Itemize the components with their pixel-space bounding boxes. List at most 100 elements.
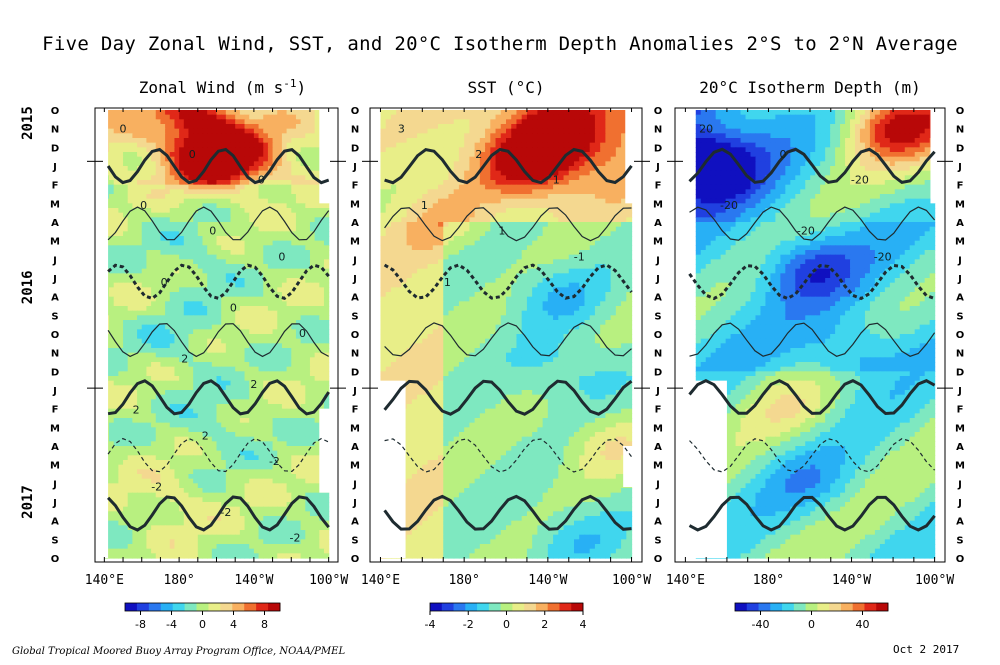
heatmap-cell — [165, 296, 171, 302]
heatmap-cell — [295, 292, 302, 298]
heatmap-cell — [141, 175, 148, 181]
heatmap-cell — [137, 292, 143, 298]
heatmap-cell — [146, 268, 152, 274]
heatmap-cell — [309, 483, 316, 489]
heatmap-cell — [188, 259, 194, 265]
heatmap-cell — [165, 222, 171, 228]
heatmap-cell — [225, 539, 232, 545]
heatmap-cell — [146, 352, 152, 358]
heatmap-cell — [263, 198, 269, 204]
heatmap-cell — [516, 114, 523, 120]
heatmap-cell — [291, 376, 297, 382]
heatmap-cell — [221, 474, 227, 480]
heatmap-cell — [216, 497, 222, 503]
heatmap-cell — [193, 264, 199, 270]
heatmap-cell — [216, 530, 222, 536]
heatmap-cell — [249, 245, 255, 251]
heatmap-cell — [165, 338, 171, 344]
heatmap-cell — [183, 170, 190, 176]
heatmap-cell — [174, 268, 180, 274]
heatmap-cell — [109, 189, 115, 195]
heatmap-cell — [179, 427, 185, 433]
heatmap-cell — [235, 478, 241, 484]
heatmap-cell — [225, 245, 232, 251]
heatmap-cell — [263, 222, 269, 228]
heatmap-cell — [314, 194, 320, 200]
heatmap-cell — [155, 282, 162, 288]
heatmap-cell — [300, 231, 306, 237]
heatmap-cell — [286, 114, 292, 120]
heatmap-cell — [286, 222, 292, 228]
heatmap-cell — [109, 208, 115, 214]
heatmap-cell — [137, 413, 143, 419]
heatmap-cell — [281, 530, 288, 536]
heatmap-cell — [155, 203, 162, 209]
heatmap-cell — [319, 273, 325, 279]
heatmap-cell — [137, 268, 143, 274]
heatmap-cell — [253, 488, 260, 494]
heatmap-cell — [314, 110, 320, 116]
heatmap-cell — [202, 441, 208, 447]
heatmap-cell — [474, 128, 481, 134]
heatmap-cell — [244, 469, 250, 475]
heatmap-cell — [165, 133, 171, 139]
heatmap-cell — [109, 492, 115, 498]
heatmap-cell — [272, 539, 278, 545]
heatmap-cell — [295, 142, 302, 148]
heatmap-cell — [323, 362, 330, 368]
heatmap-cell — [286, 520, 292, 526]
heatmap-cell — [179, 212, 185, 218]
heatmap-cell — [323, 208, 330, 214]
heatmap-cell — [179, 324, 185, 330]
heatmap-cell — [305, 534, 311, 540]
heatmap-cell — [516, 133, 523, 139]
heatmap-cell — [132, 520, 138, 526]
heatmap-cell — [277, 147, 283, 153]
heatmap-cell — [263, 334, 269, 340]
heatmap-cell — [155, 460, 162, 466]
heatmap-cell — [443, 110, 450, 116]
heatmap-cell — [272, 147, 278, 153]
heatmap-cell — [221, 399, 227, 405]
heatmap-cell — [295, 338, 302, 344]
heatmap-cell — [295, 399, 302, 405]
heatmap-cell — [146, 110, 152, 116]
heatmap-cell — [174, 422, 180, 428]
heatmap-cell — [309, 287, 316, 293]
heatmap-cell — [314, 133, 320, 139]
heatmap-cell — [183, 296, 190, 302]
heatmap-cell — [216, 469, 222, 475]
heatmap-cell — [479, 133, 486, 139]
heatmap-cell — [286, 273, 292, 279]
heatmap-cell — [137, 376, 143, 382]
heatmap-cell — [165, 422, 171, 428]
heatmap-cell — [286, 553, 292, 559]
heatmap-cell — [319, 259, 325, 265]
heatmap-cell — [239, 320, 246, 326]
heatmap-cell — [211, 254, 218, 260]
heatmap-cell — [235, 198, 241, 204]
heatmap-cell — [291, 371, 297, 377]
heatmap-cell — [267, 483, 274, 489]
heatmap-cell — [309, 189, 316, 195]
heatmap-cell — [169, 189, 176, 195]
heatmap-cell — [193, 320, 199, 326]
heatmap-cell — [249, 334, 255, 340]
heatmap-cell — [305, 282, 311, 288]
heatmap-cell — [568, 124, 575, 130]
heatmap-cell — [537, 124, 544, 130]
heatmap-cell — [286, 268, 292, 274]
heatmap-cell — [127, 324, 133, 330]
heatmap-cell — [253, 138, 260, 144]
heatmap-cell — [127, 282, 133, 288]
heatmap-cell — [385, 119, 392, 125]
heatmap-cell — [202, 455, 208, 461]
heatmap-cell — [141, 338, 148, 344]
heatmap-cell — [118, 175, 124, 181]
heatmap-cell — [211, 520, 218, 526]
heatmap-cell — [249, 460, 255, 466]
heatmap-cell — [132, 338, 138, 344]
heatmap-cell — [113, 469, 119, 475]
heatmap-cell — [244, 399, 250, 405]
heatmap-cell — [109, 502, 115, 508]
